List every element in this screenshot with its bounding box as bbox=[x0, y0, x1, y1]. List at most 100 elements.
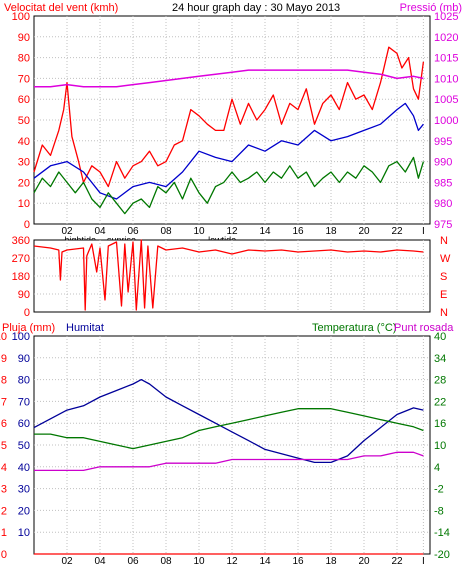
y-tick-label: -14 bbox=[434, 527, 450, 539]
y-tick-label: 1015 bbox=[434, 53, 458, 65]
x-tick-label: 16 bbox=[292, 226, 304, 237]
y-tick-label: 20 bbox=[18, 505, 30, 517]
panel-1-right-ticks: 1025 1020 1015 1010 1005 1000 995 990 985 980 975 bbox=[434, 11, 458, 231]
y-tick-label: 40 bbox=[18, 462, 30, 474]
x-tick-label: 04 bbox=[94, 556, 106, 566]
x-tick-label: 08 bbox=[160, 226, 172, 237]
series-gust bbox=[33, 102, 424, 200]
x-tick-label: 22 bbox=[391, 226, 403, 237]
y-tick-label: 34 bbox=[434, 353, 446, 365]
series-wind-direction bbox=[33, 239, 424, 311]
x-tick-label: 10 bbox=[193, 556, 205, 566]
y-tick-label: 990 bbox=[434, 157, 452, 169]
panel-2-left-ticks: 360 270 180 90 0 bbox=[12, 235, 30, 319]
y-tick-label: N bbox=[440, 235, 448, 247]
y-tick-label: 80 bbox=[18, 53, 30, 65]
x-tick-label: 08 bbox=[160, 556, 172, 566]
y-tick-label: 975 bbox=[434, 219, 452, 231]
y-tick-label: 80 bbox=[18, 375, 30, 387]
y-tick-label: 1025 bbox=[434, 11, 458, 23]
y-tick-label: 10 bbox=[18, 198, 30, 210]
panel-2-series bbox=[33, 239, 424, 311]
y-tick-label: 1005 bbox=[434, 94, 458, 106]
x-tick-label: 22 bbox=[391, 556, 403, 566]
humidity-axis-label: Humitat bbox=[66, 322, 104, 334]
y-tick-label: 60 bbox=[18, 418, 30, 430]
wind-axis-label: Velocitat del vent (kmh) bbox=[4, 2, 118, 14]
y-tick-label: 40 bbox=[434, 331, 446, 343]
y-tick-label: 10 bbox=[18, 527, 30, 539]
y-tick-label: 4 bbox=[434, 462, 440, 474]
y-tick-label: 6 bbox=[1, 418, 7, 430]
y-tick-label: 0 bbox=[24, 307, 30, 319]
x-tick-label: 20 bbox=[358, 556, 370, 566]
x-tick-label: 10 bbox=[193, 226, 205, 237]
y-tick-label: 360 bbox=[12, 235, 30, 247]
x-tick-label: 18 bbox=[325, 556, 337, 566]
y-tick-label: W bbox=[440, 253, 451, 265]
x-tick-label: I bbox=[422, 556, 425, 566]
x-tick-label: 02 bbox=[61, 226, 73, 237]
y-tick-label: 28 bbox=[434, 375, 446, 387]
x-tick-label: 20 bbox=[358, 226, 370, 237]
y-tick-label: 70 bbox=[18, 396, 30, 408]
series-pressure bbox=[34, 69, 424, 88]
y-tick-label: 100 bbox=[12, 331, 30, 343]
y-tick-label: S bbox=[440, 271, 447, 283]
x-tick-label: 14 bbox=[259, 556, 271, 566]
y-tick-label: 5 bbox=[1, 440, 7, 452]
temperature-axis-label: Temperatura (°C) bbox=[312, 322, 396, 334]
y-tick-label: E bbox=[440, 289, 447, 301]
rain-axis-label: Pluja (mm) bbox=[2, 322, 55, 334]
x-tick-label: 16 bbox=[292, 556, 304, 566]
series-dewpoint bbox=[34, 451, 424, 472]
panel-humidity-temperature: 109876543210100908070605040302010 403428… bbox=[0, 322, 454, 566]
y-tick-label: 3 bbox=[1, 484, 7, 496]
y-tick-label: 90 bbox=[18, 353, 30, 365]
x-tick-label: 14 bbox=[259, 226, 271, 237]
y-tick-label: 4 bbox=[1, 462, 7, 474]
x-tick-label: 06 bbox=[127, 226, 139, 237]
y-tick-label: 2 bbox=[1, 505, 7, 517]
y-tick-label: 995 bbox=[434, 136, 452, 148]
y-tick-label: 1 bbox=[1, 527, 7, 539]
x-tick-label: 12 bbox=[226, 226, 238, 237]
y-tick-label: 100 bbox=[12, 11, 30, 23]
series-green bbox=[34, 408, 424, 450]
y-tick-label: 0 bbox=[24, 219, 30, 231]
x-tick-label: I bbox=[422, 226, 425, 237]
y-tick-label: 50 bbox=[18, 440, 30, 452]
y-tick-label: 30 bbox=[18, 157, 30, 169]
panel-3-right-ticks: 40 34 28 22 16 10 4 -2 -8 -14 -20 bbox=[434, 331, 450, 561]
y-tick-label: 90 bbox=[18, 32, 30, 44]
y-tick-label: -2 bbox=[434, 484, 444, 496]
y-tick-label: 16 bbox=[434, 418, 446, 430]
x-tick-label: 12 bbox=[226, 556, 238, 566]
y-tick-label: -8 bbox=[434, 505, 444, 517]
x-tick-label: 06 bbox=[127, 556, 139, 566]
y-tick-label: 9 bbox=[1, 353, 7, 365]
y-tick-label: -20 bbox=[434, 549, 450, 561]
y-tick-label: 70 bbox=[18, 73, 30, 85]
series-humidity bbox=[33, 378, 424, 464]
y-tick-label: 0 bbox=[1, 549, 7, 561]
panel-3-grid bbox=[34, 336, 430, 554]
page-title: 24 hour graph day : 30 Mayo 2013 bbox=[172, 2, 340, 14]
y-tick-label: 985 bbox=[434, 177, 452, 189]
y-tick-label: 50 bbox=[18, 115, 30, 127]
series-wind bbox=[33, 46, 425, 188]
y-tick-label: 1020 bbox=[434, 32, 458, 44]
pressure-axis-label: Pressió (mb) bbox=[400, 2, 462, 14]
x-tick-label: 02 bbox=[61, 556, 73, 566]
y-tick-label: 270 bbox=[12, 253, 30, 265]
dewpoint-axis-label: Punt rosada bbox=[394, 322, 454, 334]
y-tick-label: 7 bbox=[1, 396, 7, 408]
series-green bbox=[33, 156, 425, 215]
y-tick-label: 90 bbox=[18, 289, 30, 301]
